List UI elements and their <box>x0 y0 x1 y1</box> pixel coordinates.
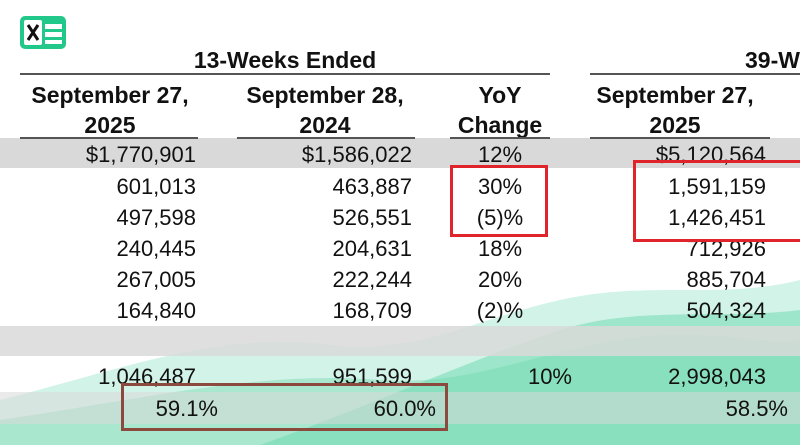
cell-value: 60.0% <box>373 396 436 421</box>
column-header-sep27-2025-39w: September 27, 2025 <box>580 80 770 140</box>
column-header-sep28-2024: September 28, 2024 <box>225 80 425 140</box>
cell-value: (2)% <box>476 298 524 323</box>
cell-value: 204,631 <box>332 236 412 261</box>
column-underline-3 <box>450 137 550 139</box>
highlight-box-margin <box>121 383 448 431</box>
cell-value: 601,013 <box>116 174 196 199</box>
column-header-line1: September 27, <box>31 82 189 108</box>
column-header-line2: 2025 <box>649 112 701 138</box>
column-header-sep27-2025: September 27, 2025 <box>15 80 205 140</box>
cell-value: $1,770,901 <box>85 142 196 167</box>
cell-value: 18% <box>477 236 523 261</box>
cell-value: 59.1% <box>155 396 218 421</box>
cell-value: 497,598 <box>116 205 196 230</box>
row-shade-header <box>0 138 800 168</box>
cell-value: 463,887 <box>332 174 412 199</box>
row-shade-margin <box>0 392 800 424</box>
column-underline-4 <box>590 137 770 139</box>
period-header-39-weeks: 39-W <box>745 47 800 73</box>
cell-value: 20% <box>477 267 523 292</box>
cell-value: 222,244 <box>332 267 412 292</box>
cell-value: 168,709 <box>332 298 412 323</box>
highlight-box-yoy <box>450 165 548 237</box>
cell-value: 164,840 <box>116 298 196 323</box>
column-underline-2 <box>237 137 415 139</box>
cell-value: 1,591,159 <box>668 174 766 199</box>
cell-value: (5)% <box>476 205 524 230</box>
cell-value: 504,324 <box>686 298 766 323</box>
cell-value: 885,704 <box>686 267 766 292</box>
cell-value: 10% <box>527 364 572 389</box>
column-header-line1: YoY <box>478 82 522 108</box>
column-header-line1: September 28, <box>246 82 404 108</box>
cell-value: 58.5% <box>725 396 788 421</box>
column-header-line2: Change <box>457 112 543 138</box>
cell-value: 1,426,451 <box>668 205 766 230</box>
period-header-underline-39w <box>590 73 800 75</box>
column-header-line2: 2025 <box>84 112 136 138</box>
column-header-line2: 2024 <box>299 112 351 138</box>
highlight-box-39w <box>633 160 800 242</box>
cell-value: 526,551 <box>332 205 412 230</box>
period-header-13-weeks: 13-Weeks Ended <box>193 47 377 73</box>
row-shade-spacer <box>0 326 800 356</box>
cell-value: 30% <box>477 174 523 199</box>
cell-value: 12% <box>477 142 523 167</box>
column-header-yoy-change: YoY Change <box>440 80 560 140</box>
cell-value: $1,586,022 <box>301 142 412 167</box>
cell-value: 240,445 <box>116 236 196 261</box>
column-underline-1 <box>20 137 198 139</box>
cell-value: 267,005 <box>116 267 196 292</box>
column-header-line1: September 27, <box>596 82 754 108</box>
spreadsheet-icon <box>20 16 66 49</box>
cell-value: 2,998,043 <box>668 364 766 389</box>
period-header-underline <box>20 73 550 75</box>
